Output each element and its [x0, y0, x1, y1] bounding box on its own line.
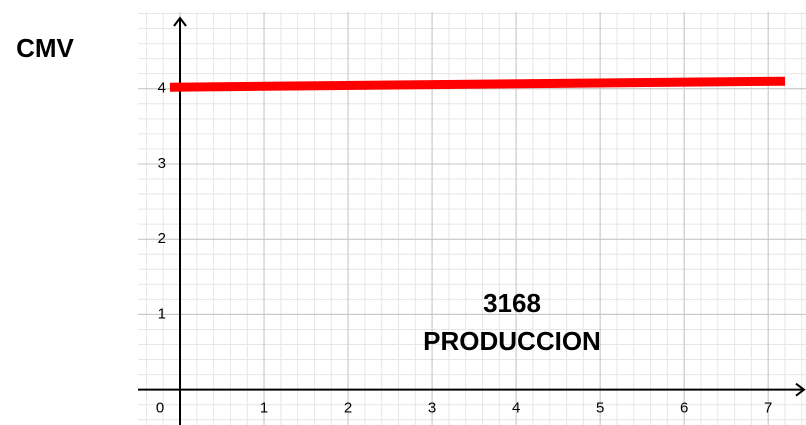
x-tick-label: 6 — [680, 400, 688, 417]
annotation: PRODUCCION — [423, 326, 601, 356]
x-tick-label: 7 — [764, 400, 772, 417]
x-tick-label: 4 — [512, 400, 520, 417]
y-tick-label: 4 — [158, 80, 166, 97]
y-axis-label: CMV — [16, 33, 74, 63]
y-tick-label: 1 — [158, 305, 166, 322]
y-axis-arrow — [173, 16, 187, 27]
x-tick-label: 5 — [596, 400, 604, 417]
annotation: 3168 — [483, 288, 541, 318]
x-tick-label: 3 — [428, 400, 436, 417]
y-tick-label: 2 — [158, 230, 166, 247]
x-tick-label: 1 — [260, 400, 268, 417]
y-tick-label: 3 — [158, 155, 166, 172]
data-line — [169, 76, 786, 92]
x-tick-label: 0 — [156, 400, 164, 417]
x-axis-arrow — [795, 382, 806, 397]
x-tick-label: 2 — [344, 400, 352, 417]
